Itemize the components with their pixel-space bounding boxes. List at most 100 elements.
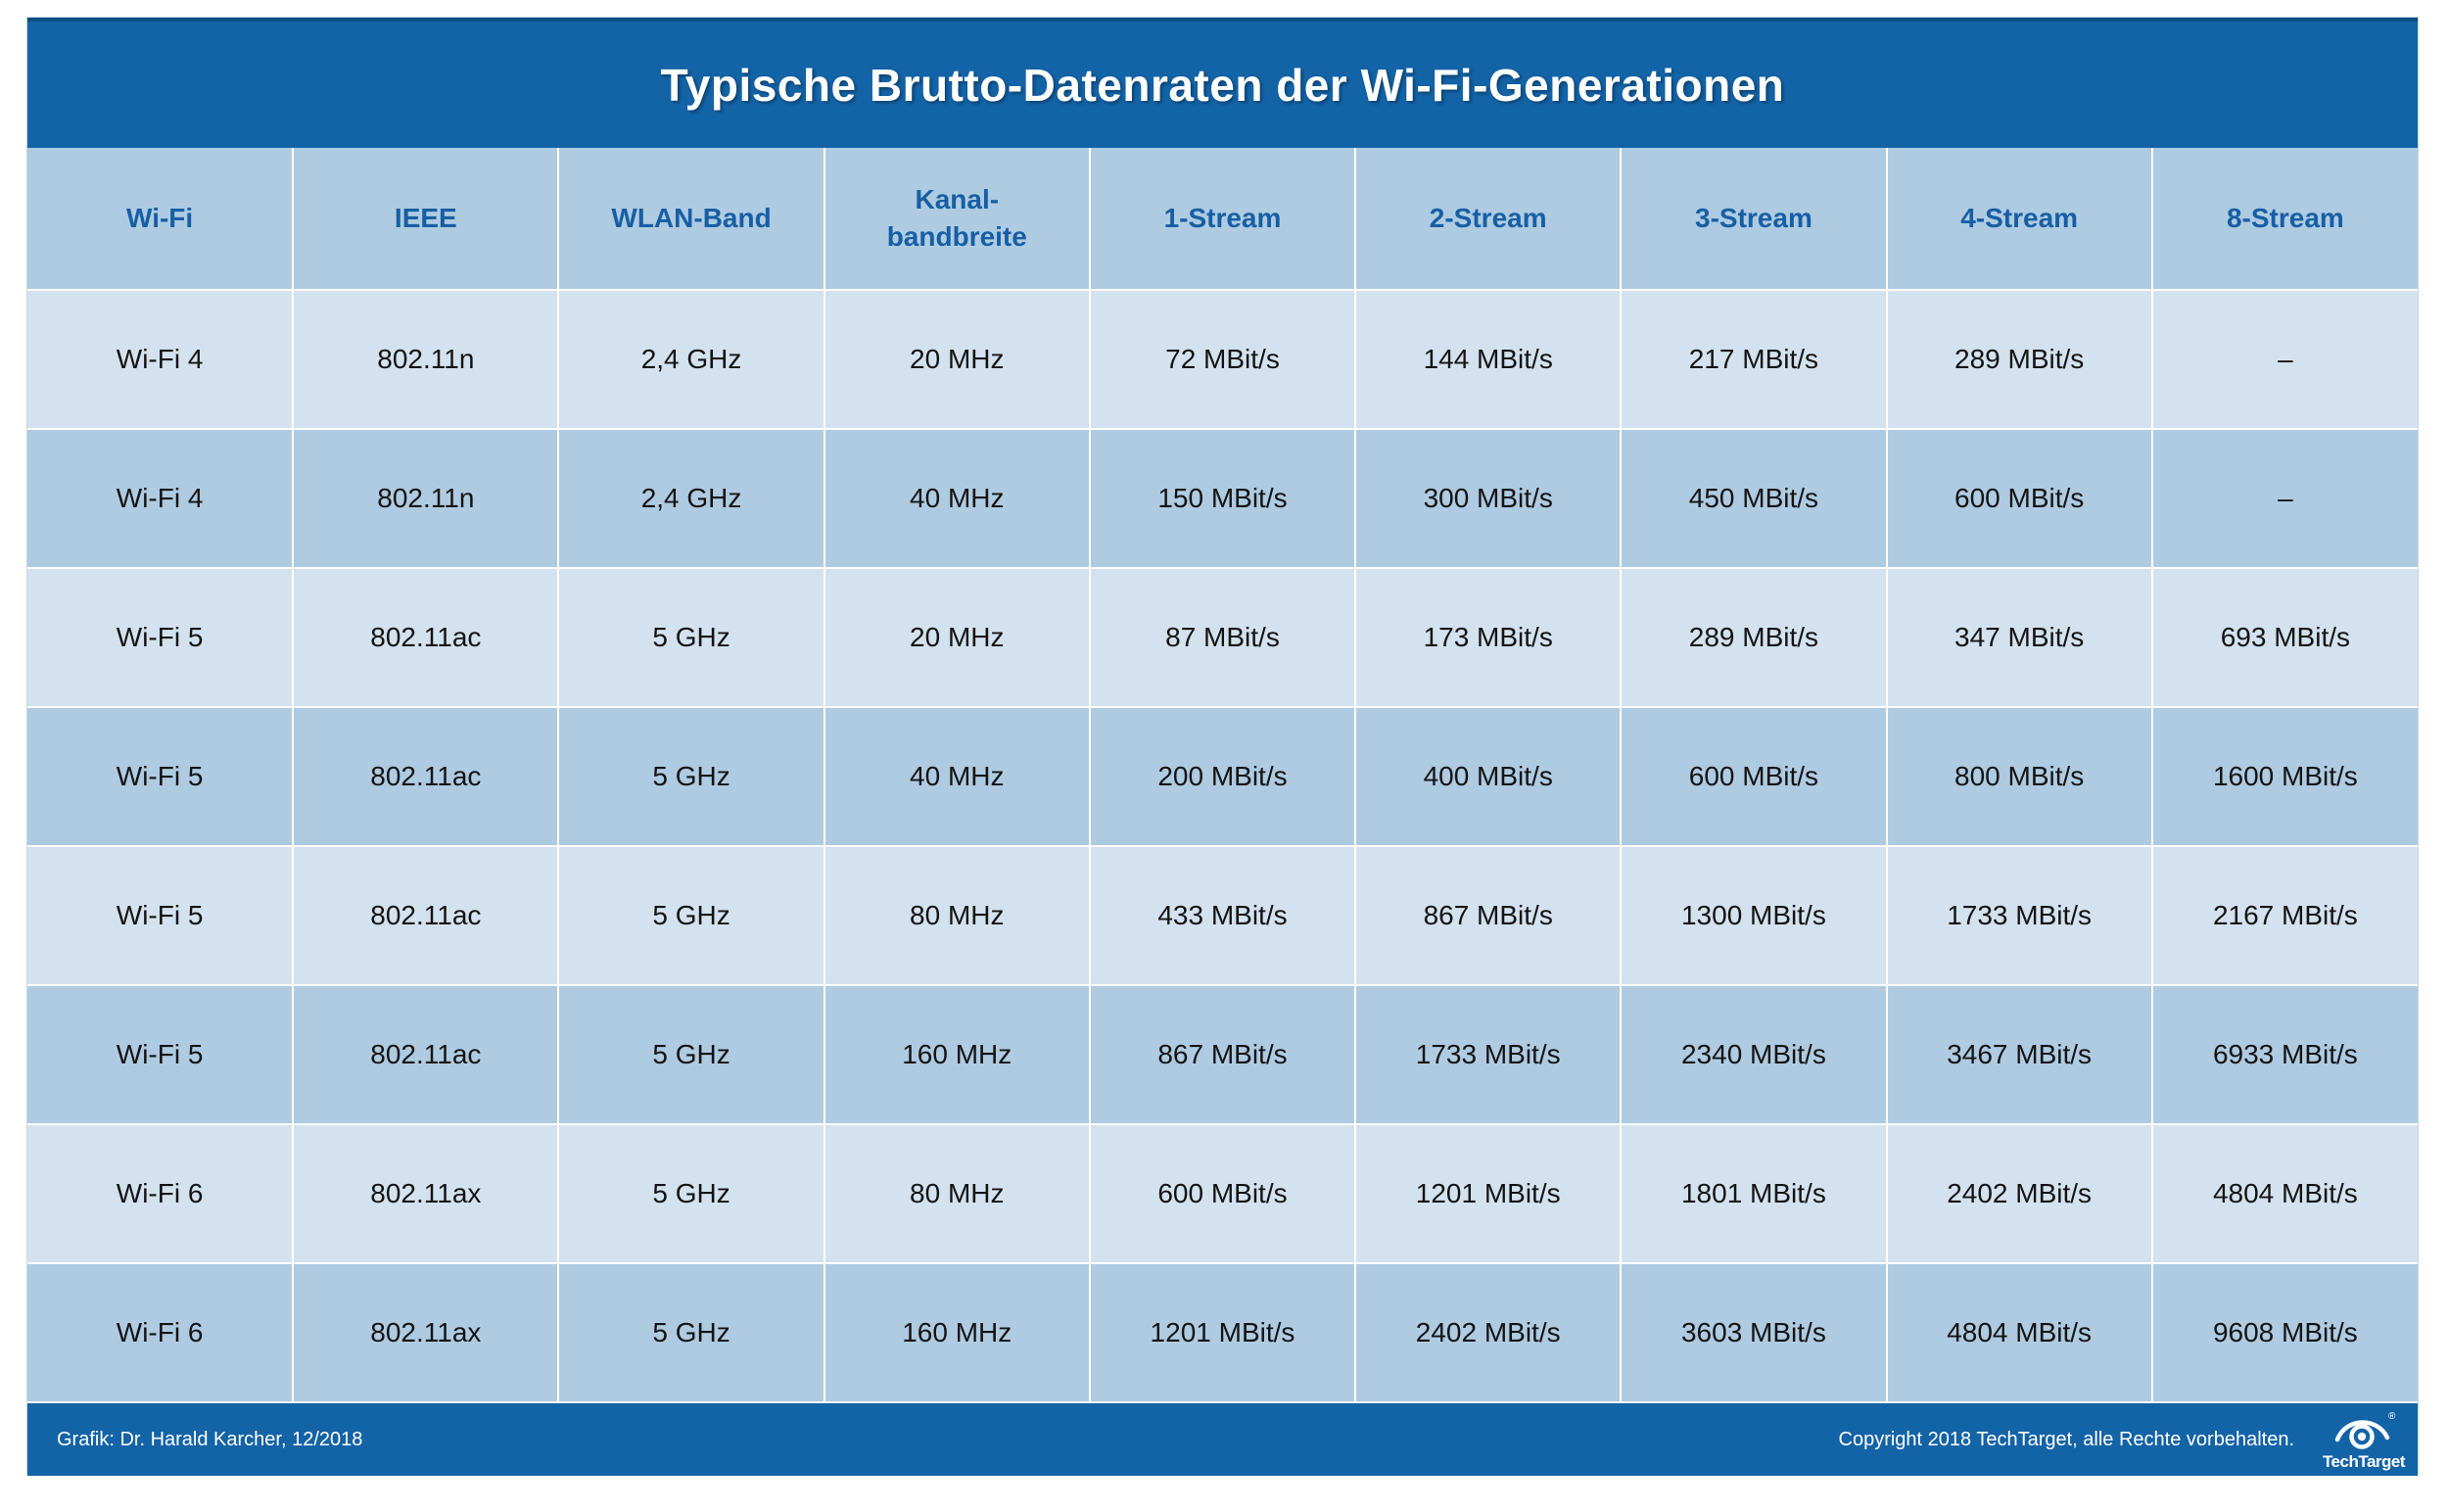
- table-cell: Wi-Fi 5: [27, 984, 295, 1125]
- credit-text: Grafik: Dr. Harald Karcher, 12/2018: [57, 1428, 363, 1450]
- table-cell: 6933 MBit/s: [2150, 984, 2418, 1125]
- table-cell: Wi-Fi 4: [27, 428, 295, 569]
- table-cell: 802.11ac: [292, 567, 560, 708]
- table-cell: 802.11n: [292, 289, 560, 430]
- table-cell: Wi-Fi 5: [27, 567, 295, 708]
- table-cell: 5 GHz: [557, 706, 825, 847]
- registered-mark: ®: [2388, 1411, 2396, 1422]
- column-header-1-stream: 1-Stream: [1088, 148, 1357, 291]
- table-cell: 600 MBit/s: [1885, 428, 2153, 569]
- table-cell: 1201 MBit/s: [1354, 1123, 1623, 1264]
- table-cell: 1733 MBit/s: [1885, 845, 2153, 986]
- wifi-datarates-table: Wi-Fi IEEE WLAN-Band Kanal- bandbreite 1…: [27, 148, 2418, 1403]
- table-cell: 400 MBit/s: [1354, 706, 1623, 847]
- table-cell: 5 GHz: [557, 845, 825, 986]
- table-cell: 800 MBit/s: [1885, 706, 2153, 847]
- table-cell: 2,4 GHz: [557, 428, 825, 569]
- column-header-wifi: Wi-Fi: [27, 148, 295, 291]
- column-header-ieee: IEEE: [292, 148, 560, 291]
- table-cell: Wi-Fi 5: [27, 845, 295, 986]
- table-cell: 1801 MBit/s: [1620, 1123, 1888, 1264]
- table-cell: 217 MBit/s: [1620, 289, 1888, 430]
- table-cell: 3603 MBit/s: [1620, 1262, 1888, 1403]
- techtarget-logo: ® TechTarget: [2322, 1409, 2406, 1470]
- table-cell: Wi-Fi 6: [27, 1123, 295, 1264]
- footer-bar: Grafik: Dr. Harald Karcher, 12/2018 Copy…: [27, 1403, 2418, 1476]
- table-cell: 802.11ac: [292, 706, 560, 847]
- table-cell: 600 MBit/s: [1620, 706, 1888, 847]
- column-header-2-stream: 2-Stream: [1354, 148, 1623, 291]
- table-cell: 289 MBit/s: [1885, 289, 2153, 430]
- table-cell: 72 MBit/s: [1088, 289, 1357, 430]
- column-header-3-stream: 3-Stream: [1620, 148, 1888, 291]
- table-cell: 2402 MBit/s: [1354, 1262, 1623, 1403]
- table-row: Wi-Fi 5 802.11ac 5 GHz 160 MHz 867 MBit/s 173…: [27, 984, 2418, 1125]
- table-cell: 300 MBit/s: [1354, 428, 1623, 569]
- table-cell: Wi-Fi 4: [27, 289, 295, 430]
- table-cell: 2,4 GHz: [557, 289, 825, 430]
- table-body: Wi-Fi 4 802.11n 2,4 GHz 20 MHz 72 MBit/s 144 …: [27, 289, 2418, 1403]
- table-cell: 5 GHz: [557, 1123, 825, 1264]
- table-cell: 867 MBit/s: [1354, 845, 1623, 986]
- table-cell: 2340 MBit/s: [1620, 984, 1888, 1125]
- table-cell: 693 MBit/s: [2150, 567, 2418, 708]
- techtarget-eye-icon: ®: [2334, 1411, 2396, 1449]
- table-cell: 802.11ac: [292, 984, 560, 1125]
- page-title: Typische Brutto-Datenraten der Wi-Fi-Gen…: [660, 59, 1785, 111]
- table-cell: 4804 MBit/s: [2150, 1123, 2418, 1264]
- table-cell: 173 MBit/s: [1354, 567, 1623, 708]
- table-cell: 5 GHz: [557, 1262, 825, 1403]
- table-header-row: Wi-Fi IEEE WLAN-Band Kanal- bandbreite 1…: [27, 148, 2418, 291]
- table-cell: 160 MHz: [823, 1262, 1091, 1403]
- column-header-kanalbandbreite: Kanal- bandbreite: [823, 148, 1091, 291]
- table-row: Wi-Fi 6 802.11ax 5 GHz 160 MHz 1201 MBit/s 24…: [27, 1262, 2418, 1403]
- footer-right: Copyright 2018 TechTarget, alle Rechte v…: [1839, 1409, 2406, 1470]
- column-header-4-stream: 4-Stream: [1885, 148, 2153, 291]
- table-cell: 5 GHz: [557, 567, 825, 708]
- techtarget-logo-text: TechTarget: [2322, 1452, 2406, 1471]
- table-cell: 802.11ac: [292, 845, 560, 986]
- column-header-8-stream: 8-Stream: [2150, 148, 2418, 291]
- table-cell: 40 MHz: [823, 706, 1091, 847]
- table-cell: –: [2150, 289, 2418, 430]
- column-header-wlan-band: WLAN-Band: [557, 148, 825, 291]
- table-row: Wi-Fi 4 802.11n 2,4 GHz 20 MHz 72 MBit/s 144 …: [27, 289, 2418, 430]
- table-cell: 2167 MBit/s: [2150, 845, 2418, 986]
- table-cell: 80 MHz: [823, 1123, 1091, 1264]
- table-cell: 802.11ax: [292, 1262, 560, 1403]
- table-cell: 9608 MBit/s: [2150, 1262, 2418, 1403]
- table-cell: 1733 MBit/s: [1354, 984, 1623, 1125]
- table-cell: Wi-Fi 5: [27, 706, 295, 847]
- table-cell: 40 MHz: [823, 428, 1091, 569]
- table-cell: 802.11n: [292, 428, 560, 569]
- copyright-text: Copyright 2018 TechTarget, alle Rechte v…: [1838, 1428, 2294, 1450]
- table-row: Wi-Fi 5 802.11ac 5 GHz 40 MHz 200 MBit/s 400 …: [27, 706, 2418, 847]
- table-cell: 3467 MBit/s: [1885, 984, 2153, 1125]
- table-row: Wi-Fi 6 802.11ax 5 GHz 80 MHz 600 MBit/s 1201…: [27, 1123, 2418, 1264]
- table-row: Wi-Fi 5 802.11ac 5 GHz 20 MHz 87 MBit/s 173 M…: [27, 567, 2418, 708]
- table-cell: 450 MBit/s: [1620, 428, 1888, 569]
- table-cell: 200 MBit/s: [1088, 706, 1357, 847]
- table-cell: 289 MBit/s: [1620, 567, 1888, 708]
- table-cell: 160 MHz: [823, 984, 1091, 1125]
- table-cell: 20 MHz: [823, 567, 1091, 708]
- table-cell: Wi-Fi 6: [27, 1262, 295, 1403]
- table-cell: 347 MBit/s: [1885, 567, 2153, 708]
- table-cell: –: [2150, 428, 2418, 569]
- table-cell: 80 MHz: [823, 845, 1091, 986]
- table-cell: 1300 MBit/s: [1620, 845, 1888, 986]
- wifi-datarates-infographic: Typische Brutto-Datenraten der Wi-Fi-Gen…: [26, 17, 2419, 1476]
- table-cell: 867 MBit/s: [1088, 984, 1357, 1125]
- table-cell: 2402 MBit/s: [1885, 1123, 2153, 1264]
- table-cell: 1600 MBit/s: [2150, 706, 2418, 847]
- table-row: Wi-Fi 5 802.11ac 5 GHz 80 MHz 433 MBit/s 867 …: [27, 845, 2418, 986]
- table-cell: 1201 MBit/s: [1088, 1262, 1357, 1403]
- table-cell: 600 MBit/s: [1088, 1123, 1357, 1264]
- table-cell: 433 MBit/s: [1088, 845, 1357, 986]
- table-cell: 4804 MBit/s: [1885, 1262, 2153, 1403]
- table-cell: 5 GHz: [557, 984, 825, 1125]
- table-row: Wi-Fi 4 802.11n 2,4 GHz 40 MHz 150 MBit/s 300…: [27, 428, 2418, 569]
- table-cell: 20 MHz: [823, 289, 1091, 430]
- table-cell: 150 MBit/s: [1088, 428, 1357, 569]
- title-bar: Typische Brutto-Datenraten der Wi-Fi-Gen…: [27, 18, 2418, 148]
